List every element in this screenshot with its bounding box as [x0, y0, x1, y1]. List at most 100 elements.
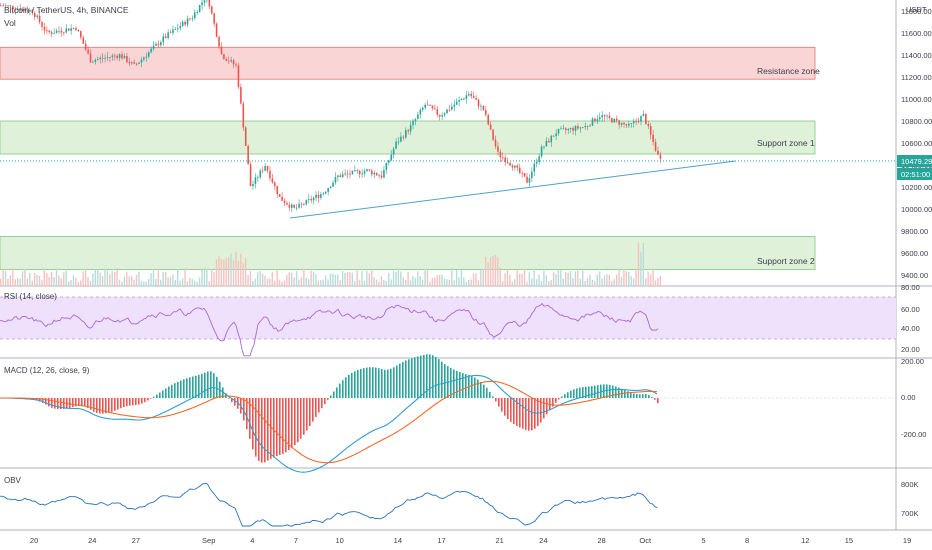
candle-body	[414, 119, 417, 122]
candle-body	[58, 30, 60, 32]
macd-hist-bar	[480, 381, 482, 398]
candle-body	[492, 129, 494, 140]
macd-hist-bar	[318, 398, 320, 413]
candle-body	[252, 183, 254, 187]
volume-bar	[14, 279, 16, 286]
macd-hist-bar	[450, 367, 452, 398]
macd-hist-bar	[351, 372, 353, 398]
volume-bar	[106, 270, 109, 286]
candle-body	[509, 162, 511, 166]
macd-hist-bar	[216, 376, 218, 398]
volume-bar	[521, 273, 523, 286]
candle-body	[235, 64, 237, 66]
macd-hist-bar	[213, 373, 215, 398]
candle-body	[659, 154, 662, 159]
time-axis[interactable]: 20 24 27 Sep 4 7 10 14 17 21 24 28 Oct 5 8 12 15 19	[30, 536, 911, 545]
volume-bar	[303, 269, 305, 286]
macd-hist-bar	[168, 386, 170, 398]
candle-body	[133, 62, 135, 64]
volume-bar	[569, 271, 572, 286]
volume-bar	[172, 274, 174, 286]
candle-body	[657, 150, 659, 155]
volume-bar	[511, 281, 514, 286]
candle-body	[443, 113, 446, 116]
volume-bar	[441, 274, 443, 286]
time-tick: 20	[30, 536, 38, 545]
volume-bar	[133, 279, 135, 286]
macd-pane[interactable]: MACD (12, 26, close, 9) 200.00 0.00 -200…	[0, 354, 926, 473]
candle-body	[46, 30, 48, 32]
macd-hist-bar	[423, 354, 425, 398]
macd-hist-bar	[345, 377, 347, 398]
volume-bar	[591, 279, 594, 286]
obv-pane[interactable]: OBV 800K 700K	[0, 476, 919, 527]
volume-bar	[264, 275, 266, 286]
macd-hist-bar	[180, 380, 182, 398]
candle-body	[288, 204, 291, 208]
macd-line	[0, 374, 658, 473]
candle-body	[7, 5, 9, 7]
rsi-pane[interactable]: RSI (14, close) 80.00 60.00 40.00 20.00	[0, 283, 920, 357]
candle-body	[560, 128, 562, 130]
macd-hist-bar	[45, 398, 47, 405]
volume-bar	[632, 278, 635, 286]
candle-body	[317, 194, 320, 198]
macd-hist-bar	[651, 396, 653, 398]
candle-body	[419, 109, 422, 115]
macd-hist-bar	[273, 398, 275, 458]
candle-body	[157, 43, 160, 46]
zone-0[interactable]	[0, 46, 816, 80]
volume-bar	[261, 273, 264, 286]
volume-bar	[586, 278, 589, 286]
time-tick: Sep	[202, 536, 215, 545]
candle-body	[514, 165, 516, 168]
macd-hist-bar	[504, 398, 506, 416]
macd-hist-bar	[399, 363, 401, 398]
trendline[interactable]	[289, 160, 737, 219]
macd-hist-bar	[594, 385, 596, 398]
candle-body	[538, 156, 540, 163]
volume-bar	[2, 269, 4, 286]
volume-bar	[400, 271, 402, 286]
macd-hist-bar	[483, 384, 485, 398]
volume-bar	[227, 256, 230, 286]
candle-body	[371, 170, 373, 175]
macd-hist-bar	[639, 394, 641, 398]
macd-hist-bar	[228, 397, 230, 399]
macd-hist-bar	[498, 398, 500, 407]
volume-bar	[174, 280, 176, 286]
macd-hist-bar	[513, 398, 515, 425]
candle-body	[307, 199, 310, 200]
volume-bar	[60, 278, 63, 286]
volume-bar	[598, 271, 601, 286]
candle-body	[99, 57, 102, 59]
macd-hist-bar	[267, 398, 269, 461]
currency-label: USDT	[906, 5, 927, 14]
volume-bar	[448, 279, 451, 286]
volume-bar	[218, 256, 220, 286]
volume-bar	[361, 270, 363, 286]
volume-bar	[7, 278, 9, 286]
volume-bar	[426, 270, 429, 286]
candle-body	[567, 129, 570, 131]
volume-bar	[157, 268, 160, 286]
volume-bar	[487, 262, 489, 286]
macd-hist-bar	[357, 369, 359, 398]
candle-body	[164, 36, 167, 39]
volume-bar	[97, 269, 99, 286]
price-axis[interactable]: USDT 11800.00 11600.00 11400.00 11200.00 110…	[897, 5, 932, 280]
macd-hist-bar	[153, 396, 155, 398]
macd-hist-bar	[525, 398, 527, 430]
candle-body	[548, 140, 550, 143]
volume-bar	[463, 277, 465, 286]
macd-hist-bar	[129, 398, 131, 406]
volume-bar	[9, 275, 12, 286]
volume-bar	[637, 243, 640, 286]
candle-body	[487, 114, 490, 125]
zone-2[interactable]	[0, 236, 816, 270]
candle-body	[569, 128, 572, 130]
macd-hist-bar	[495, 398, 497, 402]
volume-bar	[395, 271, 397, 286]
zone-1[interactable]	[0, 120, 816, 155]
